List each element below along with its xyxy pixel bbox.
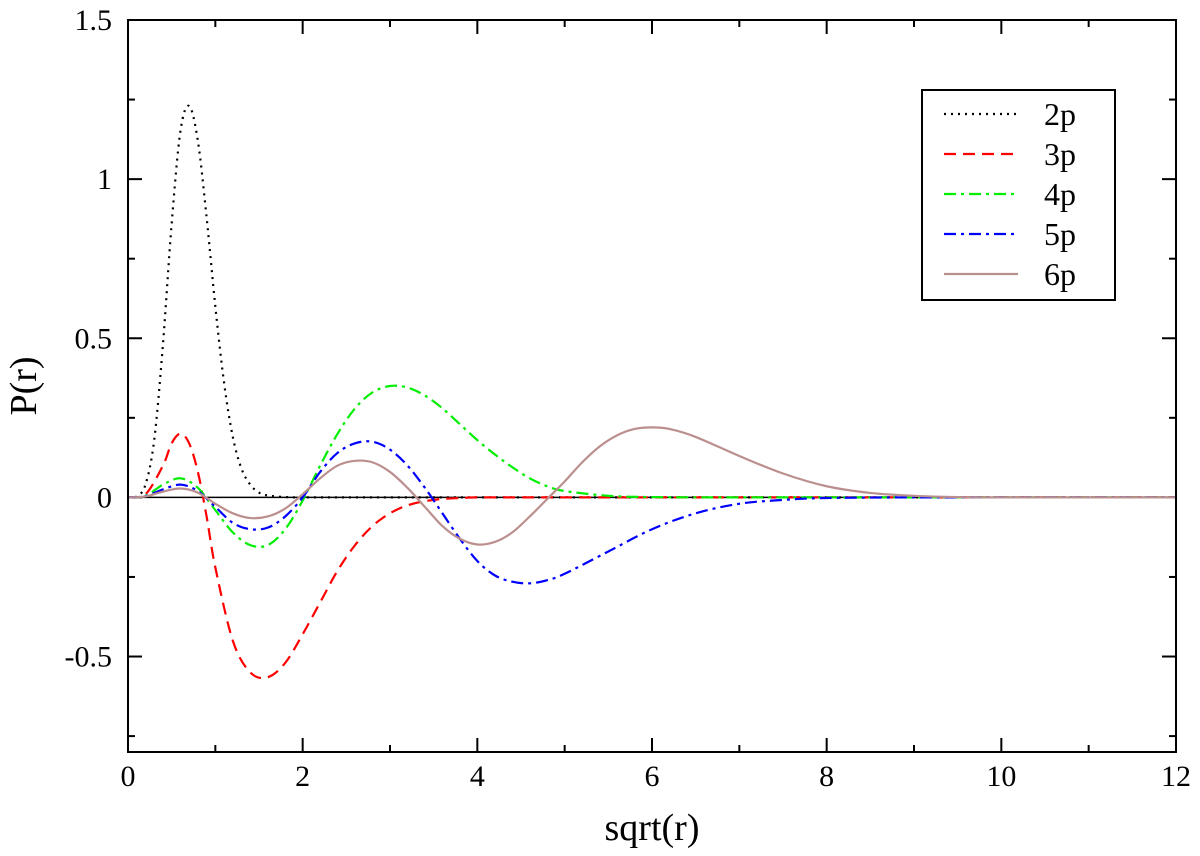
x-axis-label: sqrt(r) (605, 807, 700, 849)
legend-label-4p: 4p (1044, 176, 1076, 212)
x-tick-label: 0 (121, 760, 136, 793)
legend-label-2p: 2p (1044, 96, 1076, 132)
y-tick-label: 0 (97, 481, 112, 514)
y-axis-label: P(r) (3, 356, 45, 415)
y-tick-label: 1.5 (75, 4, 113, 37)
series-line-4p (127, 384, 1176, 549)
series-line-6p (127, 426, 1177, 546)
plot-frame (127, 19, 1177, 753)
x-tick-label: 6 (645, 760, 660, 793)
y-tick-labels: -0.5 0 0.5 1 1.5 (65, 4, 113, 674)
series-line-5p (127, 440, 1176, 585)
legend: 2p 3p 4p 5p 6p (921, 89, 1116, 301)
legend-label-3p: 3p (1044, 136, 1076, 172)
x-tick-label: 4 (470, 760, 485, 793)
legend-label-5p: 5p (1044, 216, 1076, 252)
y-tick-label: -0.5 (65, 641, 113, 674)
series-line-3p (127, 432, 1176, 680)
x-tick-label: 12 (1161, 760, 1191, 793)
x-tick-labels: 0 2 4 6 8 10 12 (121, 760, 1192, 793)
x-tick-label: 10 (986, 760, 1016, 793)
series-layer (127, 104, 1177, 680)
y-tick-label: 0.5 (75, 322, 113, 355)
legend-label-6p: 6p (1044, 256, 1076, 292)
x-tick-label: 8 (819, 760, 834, 793)
y-tick-label: 1 (97, 163, 112, 196)
series-line-2p (127, 104, 1176, 499)
x-tick-label: 2 (295, 760, 310, 793)
